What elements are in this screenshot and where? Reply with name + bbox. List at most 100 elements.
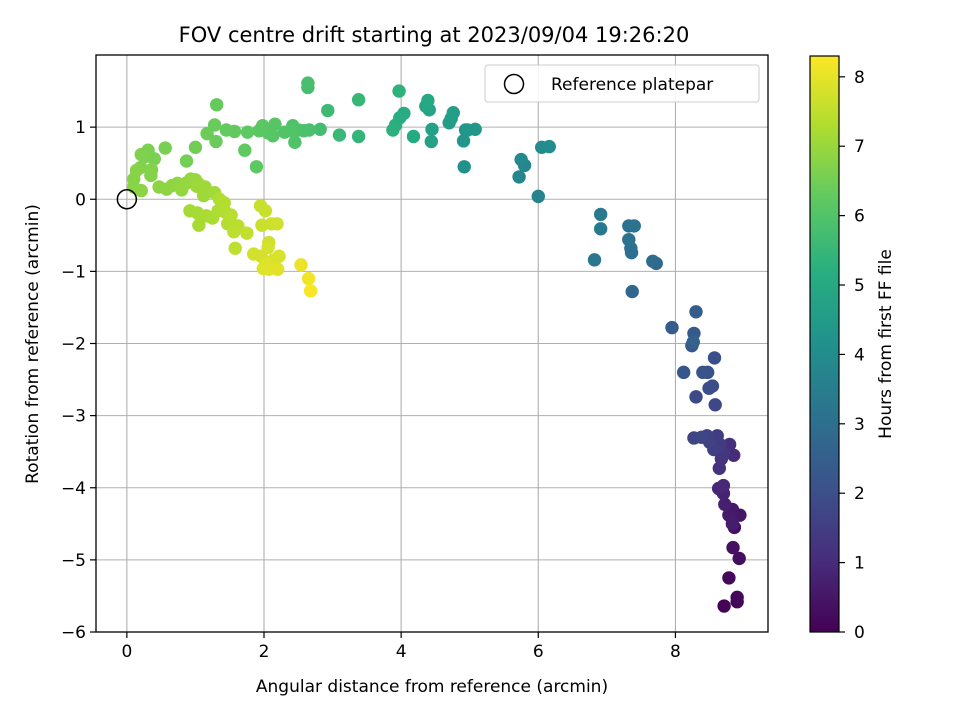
data-point <box>392 84 406 98</box>
data-point <box>294 258 308 272</box>
data-point <box>468 122 482 136</box>
data-point <box>665 320 679 335</box>
data-point <box>179 154 194 168</box>
data-point <box>689 390 703 404</box>
data-point <box>676 365 691 380</box>
data-point <box>261 240 275 255</box>
y-tick-label: −6 <box>61 623 86 643</box>
data-point <box>209 98 224 112</box>
x-tick-label: 2 <box>259 642 270 662</box>
data-point <box>406 129 421 144</box>
y-tick-label: 1 <box>75 118 86 138</box>
x-tick-label: 4 <box>396 642 407 662</box>
data-point <box>421 93 435 108</box>
data-point <box>727 448 741 462</box>
colorbar-tick-label: 4 <box>854 345 865 365</box>
data-point <box>425 122 439 136</box>
data-point <box>730 590 744 605</box>
y-axis: −6 −5 −4 −3 −2 −1 0 1 <box>61 118 96 643</box>
data-point <box>238 143 252 157</box>
chart-title: FOV centre drift starting at 2023/09/04 … <box>179 23 690 47</box>
data-point <box>732 551 746 566</box>
data-point <box>707 351 722 365</box>
data-point <box>277 125 292 139</box>
data-point <box>192 218 206 232</box>
data-point <box>442 116 456 130</box>
data-point <box>627 219 641 233</box>
colorbar-tick-label: 7 <box>854 137 865 157</box>
data-point <box>593 207 608 222</box>
data-point <box>542 139 556 154</box>
data-point <box>689 305 703 319</box>
data-point <box>313 122 327 136</box>
x-axis-label: Angular distance from reference (arcmin) <box>256 677 608 697</box>
data-point <box>717 599 731 613</box>
colorbar-tick-label: 1 <box>854 554 865 574</box>
data-point <box>219 123 233 137</box>
colorbar-gradient <box>810 56 839 632</box>
y-tick-label: −2 <box>61 335 86 355</box>
y-tick-label: 0 <box>75 190 86 210</box>
x-tick-label: 6 <box>533 642 544 662</box>
data-point <box>227 225 241 239</box>
colorbar-tick-label: 8 <box>854 68 865 88</box>
x-axis: 0 2 4 6 8 <box>121 632 681 662</box>
data-point <box>351 129 366 144</box>
data-point <box>134 147 148 162</box>
colorbar-ticks: 0 1 2 3 4 5 6 7 8 <box>839 68 865 643</box>
data-point <box>531 189 545 204</box>
data-point <box>258 204 273 218</box>
x-tick-label: 8 <box>670 642 681 662</box>
data-point <box>587 253 602 267</box>
data-point <box>686 335 700 349</box>
colorbar-tick-label: 0 <box>854 623 865 643</box>
data-point <box>158 141 172 155</box>
data-point <box>224 208 238 222</box>
colorbar-tick-label: 6 <box>854 207 865 227</box>
data-point <box>188 140 203 155</box>
y-tick-label: −5 <box>61 551 86 571</box>
data-point <box>228 241 242 255</box>
colorbar-tick-label: 5 <box>854 276 865 296</box>
reference-marker <box>116 189 138 210</box>
legend: Reference platepar <box>484 64 760 103</box>
x-tick-label: 0 <box>121 642 132 662</box>
data-point <box>514 152 528 167</box>
reference-point <box>116 189 138 210</box>
data-point <box>134 183 148 198</box>
data-point <box>301 76 315 90</box>
y-tick-label: −4 <box>61 479 86 499</box>
data-point <box>696 365 710 380</box>
colorbar-tick-label: 3 <box>854 415 865 435</box>
data-point <box>175 183 189 197</box>
legend-entry: Reference platepar <box>551 75 713 95</box>
legend-box <box>484 64 760 103</box>
data-point <box>424 134 439 149</box>
data-point <box>200 126 214 141</box>
data-point <box>622 232 636 247</box>
y-tick-label: −1 <box>61 262 86 282</box>
data-point <box>722 571 736 585</box>
data-point <box>252 124 266 138</box>
data-point <box>694 430 709 444</box>
data-point <box>207 118 222 132</box>
data-point <box>303 284 318 298</box>
data-point <box>144 168 158 183</box>
data-point <box>288 135 302 149</box>
data-point <box>351 93 366 107</box>
data-point <box>271 262 285 276</box>
data-point <box>386 123 400 137</box>
data-point <box>625 284 639 299</box>
data-point <box>270 217 284 231</box>
data-point <box>209 134 223 149</box>
data-point <box>708 398 722 412</box>
data-point <box>725 517 740 531</box>
data-point <box>198 180 212 194</box>
data-point <box>718 497 732 512</box>
y-tick-label: −3 <box>61 407 86 427</box>
data-point <box>726 540 740 555</box>
data-point <box>301 271 316 286</box>
data-point <box>457 160 471 174</box>
legend-marker <box>503 73 525 95</box>
